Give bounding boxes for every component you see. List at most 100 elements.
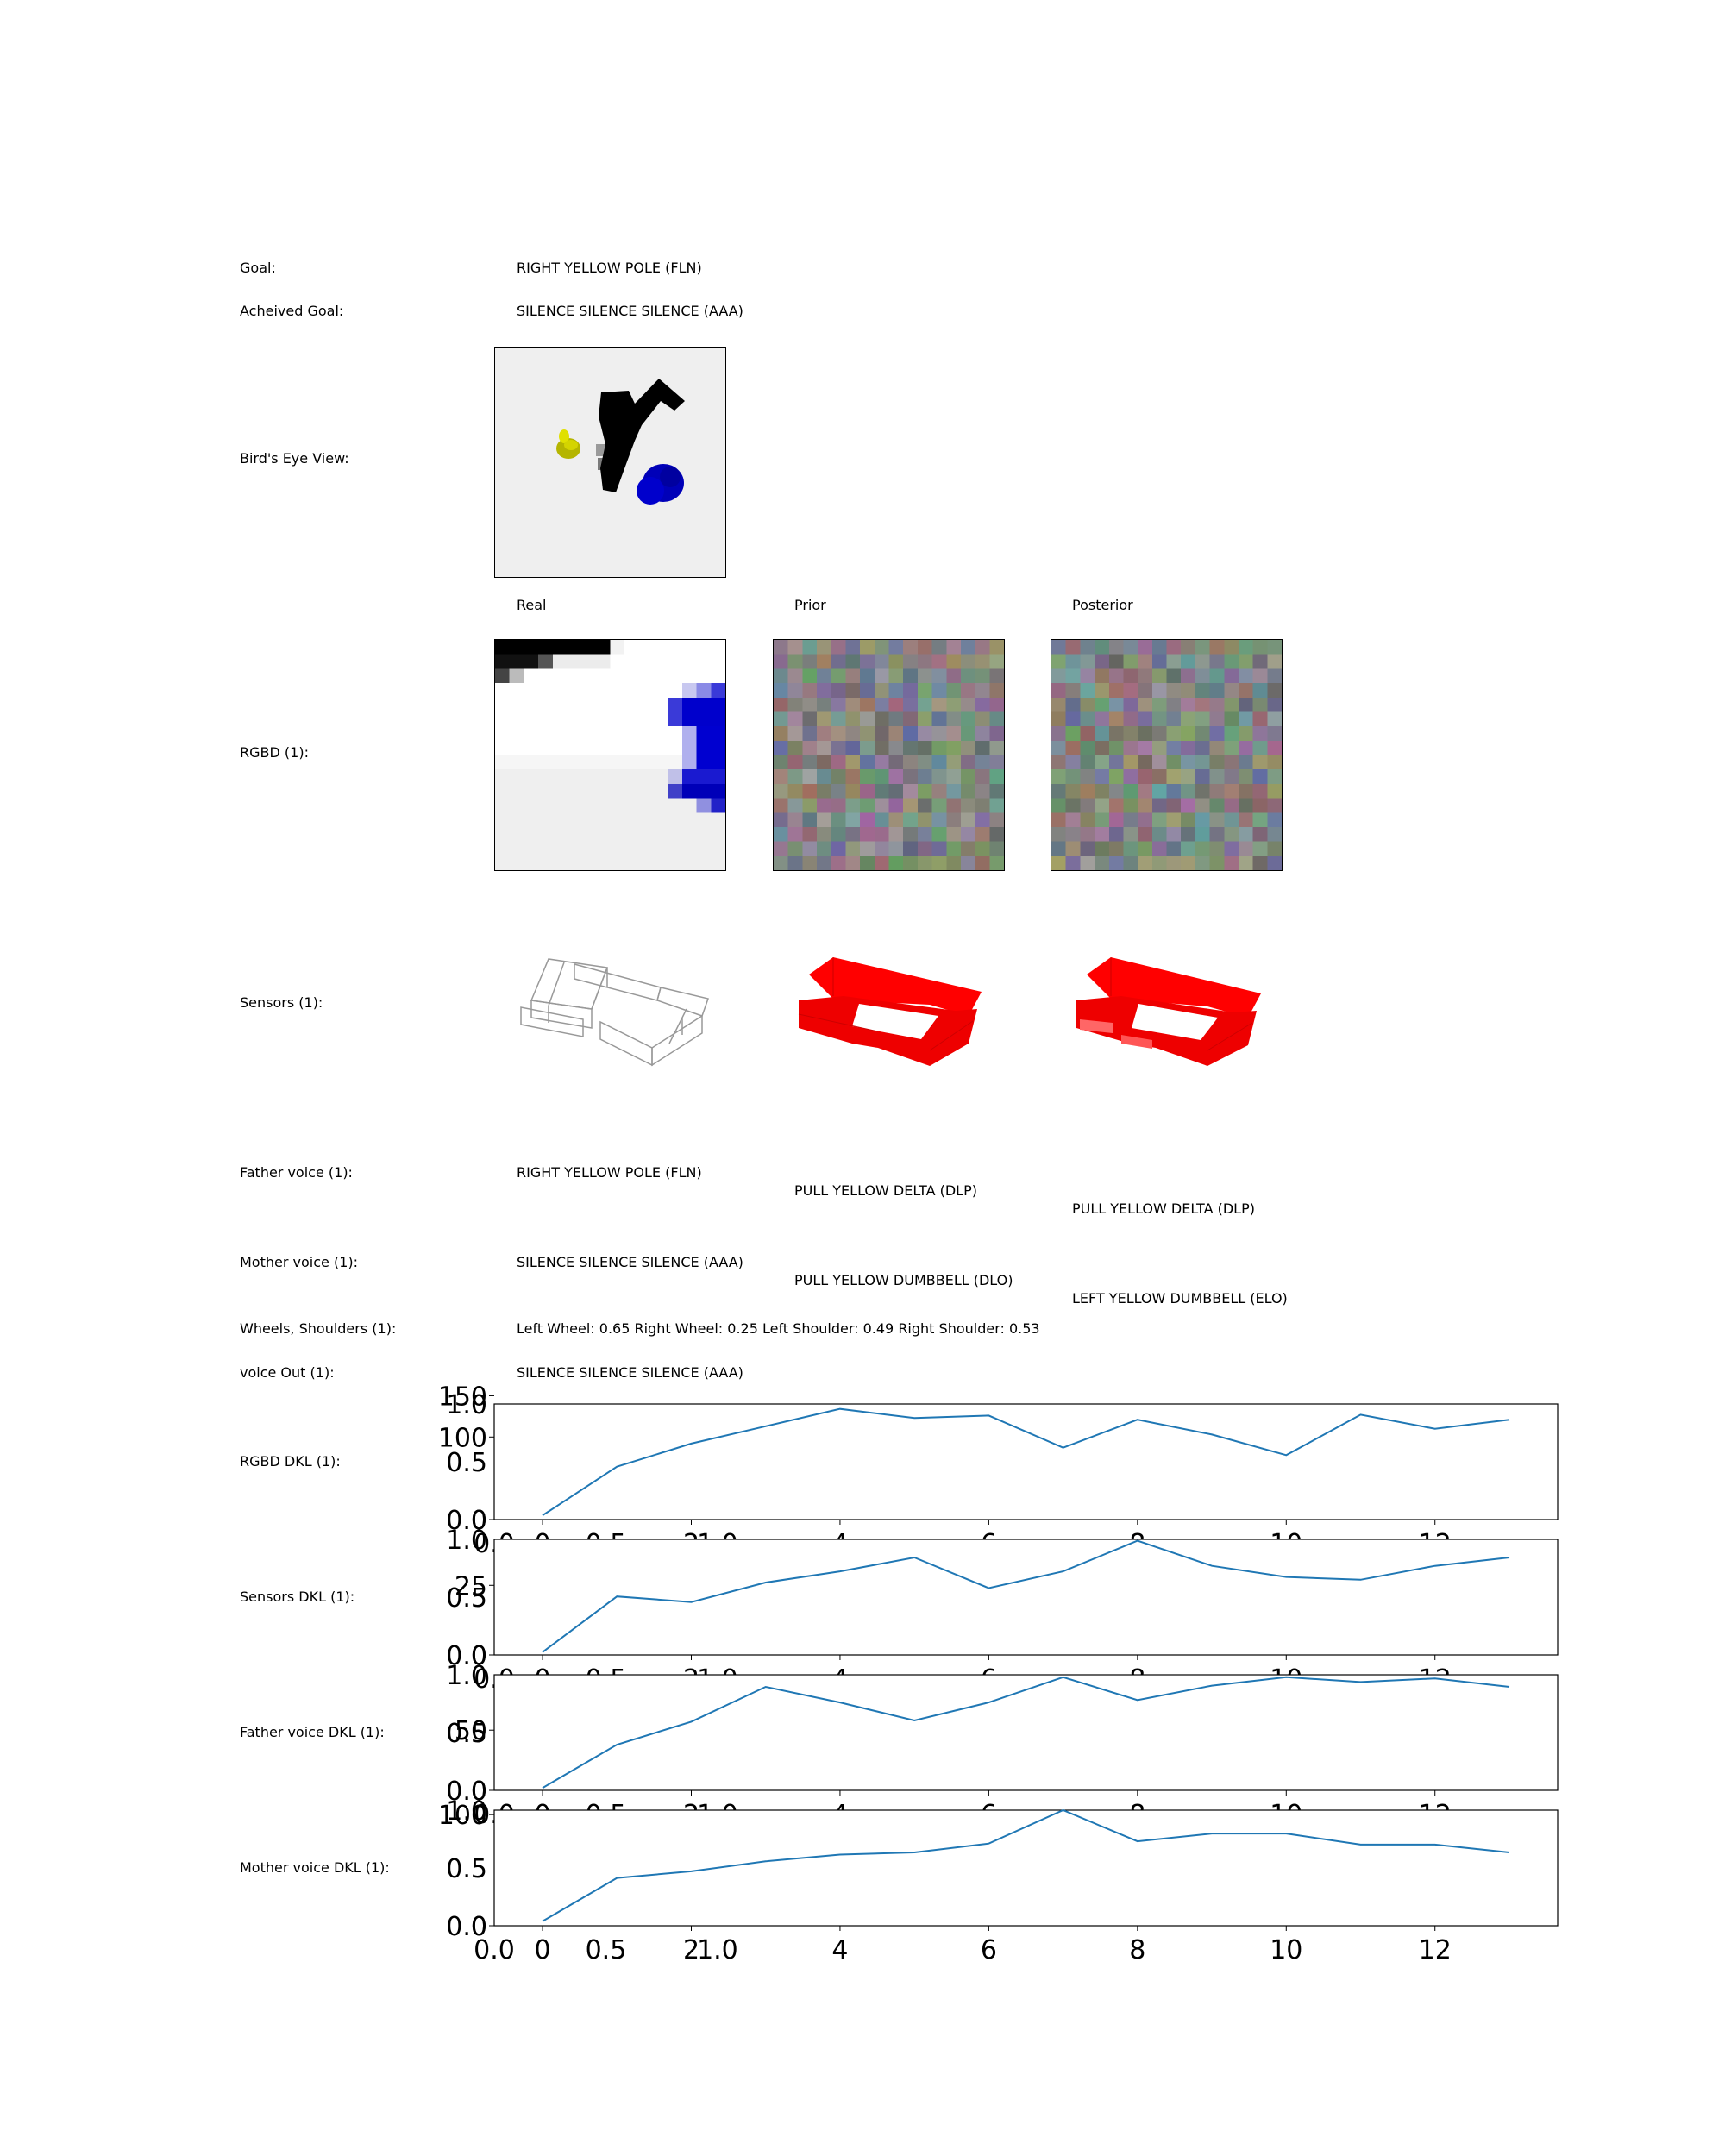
noise-pixel <box>1051 841 1066 856</box>
noise-pixel <box>1195 697 1210 712</box>
noise-pixel <box>1252 726 1268 741</box>
noise-pixel <box>802 798 818 813</box>
noise-pixel <box>1238 683 1253 698</box>
noise-pixel <box>1238 755 1253 770</box>
noise-pixel <box>1181 740 1195 755</box>
noise-pixel <box>1123 697 1138 712</box>
noise-pixel <box>975 740 990 755</box>
noise-pixel <box>960 812 975 827</box>
noise-pixel <box>1080 856 1095 870</box>
noise-pixel <box>1166 826 1182 842</box>
noise-pixel <box>1252 740 1268 755</box>
noise-pixel <box>1138 726 1152 741</box>
overlay-y-tick-label: 1.0 <box>446 1526 487 1556</box>
noise-pixel <box>932 640 947 655</box>
noise-pixel <box>787 755 803 770</box>
noise-pixel <box>946 711 961 727</box>
x-tick-label: 2 <box>683 1935 699 1965</box>
noise-pixel <box>1095 711 1109 727</box>
noise-pixel <box>817 740 831 755</box>
noise-pixel <box>1108 683 1124 698</box>
noise-pixel <box>1267 740 1282 755</box>
father-voice-real: RIGHT YELLOW POLE (FLN) <box>517 1164 702 1181</box>
noise-pixel <box>1195 711 1210 727</box>
noise-pixel <box>917 654 932 669</box>
noise-pixel <box>1252 654 1268 669</box>
noise-pixel <box>903 783 918 799</box>
noise-pixel <box>860 654 875 669</box>
noise-pixel <box>1123 711 1138 727</box>
noise-pixel <box>1123 841 1138 856</box>
noise-pixel <box>787 683 803 698</box>
noise-pixel <box>802 812 818 827</box>
noise-pixel <box>1195 755 1210 770</box>
noise-pixel <box>960 726 975 741</box>
noise-pixel <box>874 683 889 698</box>
plot-frame <box>493 1403 1559 1520</box>
noise-pixel <box>1108 711 1124 727</box>
noise-pixel <box>817 856 831 870</box>
overlay-y-tick-label: 1.0 <box>446 1390 487 1420</box>
noise-pixel <box>917 755 932 770</box>
noise-pixel <box>774 769 788 784</box>
achieved-goal-value: SILENCE SILENCE SILENCE (AAA) <box>517 303 743 319</box>
noise-pixel <box>1095 668 1109 684</box>
noise-pixel <box>860 711 875 727</box>
noise-pixel <box>787 769 803 784</box>
noise-pixel <box>774 755 788 770</box>
noise-pixel <box>975 755 990 770</box>
noise-pixel <box>932 683 947 698</box>
noise-pixel <box>1123 755 1138 770</box>
noise-pixel <box>1224 826 1239 842</box>
noise-pixel <box>1065 769 1081 784</box>
noise-pixel <box>1238 711 1253 727</box>
noise-pixel <box>917 726 932 741</box>
noise-pixel <box>1209 697 1225 712</box>
noise-pixel <box>1224 841 1239 856</box>
overlay-y-tick-label: 0.5 <box>446 1854 487 1884</box>
noise-pixel <box>1166 668 1182 684</box>
noise-pixel <box>1080 841 1095 856</box>
rgbd-prior-image <box>773 639 1005 871</box>
noise-pixel <box>1238 826 1253 842</box>
noise-pixel <box>903 668 918 684</box>
noise-pixel <box>1267 668 1282 684</box>
noise-pixel <box>1252 640 1268 655</box>
noise-pixel <box>1209 841 1225 856</box>
noise-pixel <box>787 812 803 827</box>
noise-pixel <box>903 697 918 712</box>
noise-pixel <box>903 841 918 856</box>
noise-pixel <box>1166 683 1182 698</box>
noise-pixel <box>774 841 788 856</box>
noise-pixel <box>1181 654 1195 669</box>
rgbd-dkl-label: RGBD DKL (1): <box>240 1453 341 1470</box>
noise-pixel <box>888 683 904 698</box>
noise-pixel <box>860 668 875 684</box>
noise-pixel <box>1108 783 1124 799</box>
noise-pixel <box>845 683 861 698</box>
noise-pixel <box>1252 856 1268 870</box>
noise-pixel <box>831 740 846 755</box>
noise-pixel <box>888 740 904 755</box>
noise-pixel <box>989 654 1004 669</box>
noise-pixel <box>917 856 932 870</box>
noise-pixel <box>960 769 975 784</box>
noise-pixel <box>888 697 904 712</box>
noise-pixel <box>932 711 947 727</box>
noise-pixel <box>888 769 904 784</box>
noise-pixel <box>774 812 788 827</box>
y-tick-label: 150 <box>438 1382 487 1412</box>
noise-pixel <box>917 697 932 712</box>
noise-pixel <box>1065 711 1081 727</box>
voice-out-label: voice Out (1): <box>240 1364 335 1381</box>
noise-pixel <box>874 697 889 712</box>
noise-pixel <box>1209 755 1225 770</box>
noise-pixel <box>1138 783 1152 799</box>
noise-pixel <box>932 856 947 870</box>
noise-pixel <box>802 841 818 856</box>
noise-pixel <box>989 683 1004 698</box>
noise-pixel <box>1138 711 1152 727</box>
noise-pixel <box>903 740 918 755</box>
noise-pixel <box>1195 783 1210 799</box>
noise-pixel <box>845 826 861 842</box>
